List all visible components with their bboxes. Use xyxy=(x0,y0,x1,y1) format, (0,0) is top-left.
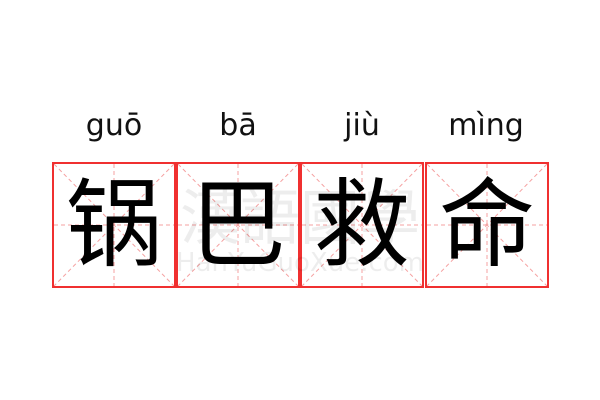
grid-guides xyxy=(427,164,547,286)
grid-guides xyxy=(178,164,298,286)
pinyin-2: bā xyxy=(219,108,257,143)
pinyin-4: mìng xyxy=(448,108,524,143)
grid-guides xyxy=(302,164,422,286)
hanzi-1: 锅 xyxy=(66,169,162,281)
hanzi-3: 救 xyxy=(314,169,410,281)
pinyin-1: guō xyxy=(85,108,143,143)
character-cell-2: 巴 xyxy=(176,162,300,288)
grid-guides xyxy=(54,164,174,286)
hanzi-2: 巴 xyxy=(190,169,286,281)
character-cell-4: 命 xyxy=(425,162,549,288)
character-grid: 锅 巴 救 命 xyxy=(52,162,549,288)
hanzi-4: 命 xyxy=(439,169,535,281)
character-cell-3: 救 xyxy=(300,162,424,288)
character-cell-1: 锅 xyxy=(52,162,176,288)
pinyin-3: jiù xyxy=(344,108,380,143)
